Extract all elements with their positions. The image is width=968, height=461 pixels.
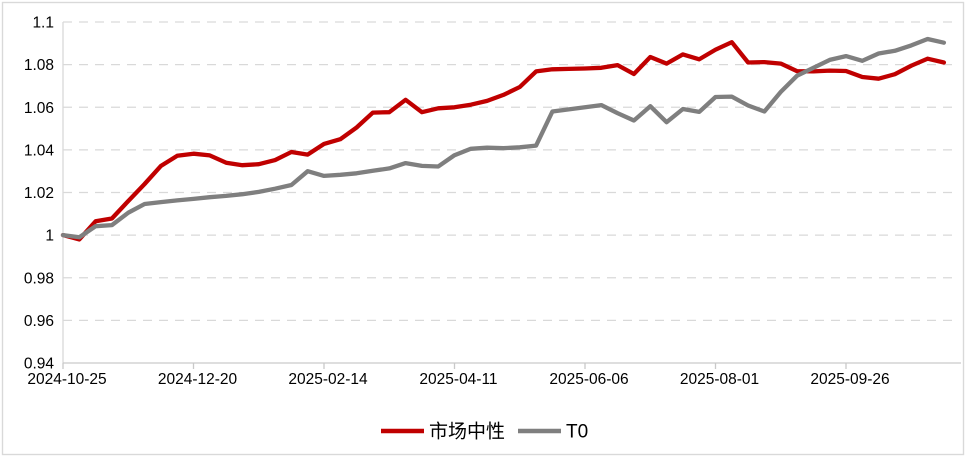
y-tick-label: 1.02 xyxy=(24,185,54,202)
series-line-1 xyxy=(60,36,947,240)
y-tick-label: 1.1 xyxy=(32,15,54,32)
legend-label-0: 市场中性 xyxy=(429,421,505,443)
gridlines xyxy=(63,21,958,322)
y-tick-label: 1 xyxy=(45,228,54,245)
y-tick-label: 0.96 xyxy=(24,313,54,330)
x-axis-labels: 2024-10-25 2024-12-20 2025-02-14 2025-04-11… xyxy=(27,363,890,388)
chart-legend: 市场中性 T0 xyxy=(381,421,588,443)
y-tick-label: 1.08 xyxy=(24,57,54,74)
x-tick-label: 2025-06-06 xyxy=(549,371,628,388)
legend-label-1: T0 xyxy=(566,422,588,443)
x-tick-label: 2025-08-01 xyxy=(680,371,759,388)
x-tick-label: 2024-10-25 xyxy=(27,371,106,388)
x-tick-label: 2025-04-11 xyxy=(419,371,497,388)
x-tick-label: 2024-12-20 xyxy=(158,371,238,388)
y-tick-label: 0.94 xyxy=(24,356,55,373)
series-line-0 xyxy=(60,40,947,242)
x-tick-label: 2025-02-14 xyxy=(288,371,368,388)
y-axis-labels: 1.1 1.08 1.06 1.04 1.02 1 0.98 0.96 0.94 xyxy=(24,15,55,373)
series-lines xyxy=(60,36,947,242)
y-tick-label: 0.98 xyxy=(24,270,54,287)
axes xyxy=(62,22,961,364)
y-tick-label: 1.04 xyxy=(24,142,55,159)
y-tick-label: 1.06 xyxy=(24,100,54,117)
x-tick-label: 2025-09-26 xyxy=(810,371,889,388)
